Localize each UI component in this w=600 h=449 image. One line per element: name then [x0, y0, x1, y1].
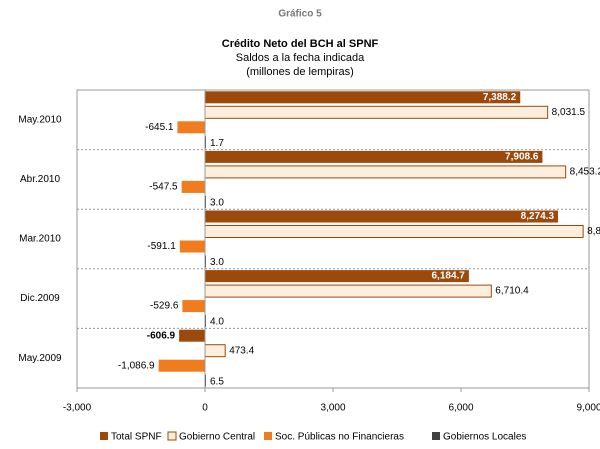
x-tick-label: -3,000: [63, 403, 92, 414]
chart-subtitle: (millones de lempiras): [246, 66, 354, 78]
x-tick-label: 9,000: [576, 403, 600, 414]
y-tick-label: May.2010: [18, 114, 62, 125]
y-tick-label: Abr.2010: [20, 174, 60, 185]
data-label: 8,031.5: [552, 107, 586, 118]
data-label: 4.0: [210, 317, 224, 328]
data-label: 3.0: [210, 257, 224, 268]
data-label: -1,086.9: [118, 360, 155, 371]
x-tick-label: 0: [202, 403, 208, 414]
legend-swatch: [167, 431, 177, 441]
y-tick-label: Mar.2010: [19, 234, 61, 245]
bar: [205, 270, 469, 283]
bar: [205, 91, 521, 104]
x-tick-label: 3,000: [320, 403, 345, 414]
bar: [205, 210, 559, 223]
data-label: 6,710.4: [495, 286, 529, 297]
data-label: 7,388.2: [483, 92, 517, 103]
data-label: -645.1: [145, 122, 174, 133]
legend-label: Total SPNF: [111, 432, 162, 443]
bar: [204, 165, 567, 179]
chart-supertitle: Gráfico 5: [278, 9, 322, 20]
bar: [205, 150, 543, 163]
bar: [204, 344, 226, 358]
bar: [158, 359, 205, 372]
x-tick-label: 6,000: [448, 403, 473, 414]
data-label: 1.7: [210, 138, 224, 149]
data-label: 7,908.6: [505, 152, 539, 163]
bar: [177, 121, 205, 134]
y-tick-label: May.2009: [18, 353, 62, 364]
bar: [204, 225, 584, 238]
chart-title: Crédito Neto del BCH al SPNF: [222, 38, 379, 50]
legend-swatch: [100, 432, 108, 440]
legend-label: Gobiernos Locales: [443, 432, 526, 443]
legend-label: Gobierno Central: [179, 432, 255, 443]
bar: [204, 105, 549, 119]
bar: [204, 284, 492, 298]
data-label: 6.5: [210, 376, 224, 387]
data-label: 6,184.7: [432, 271, 466, 282]
data-label: -591.1: [147, 241, 176, 252]
data-label: 473.4: [229, 345, 254, 356]
legend-swatch: [432, 432, 440, 440]
bar: [179, 240, 205, 253]
data-label: 8,862.4: [587, 226, 600, 237]
data-label: -547.5: [149, 182, 178, 193]
bar: [179, 329, 205, 342]
data-label: 8,453.2: [570, 167, 600, 178]
legend-swatch: [264, 432, 272, 440]
data-label: -529.6: [150, 301, 179, 312]
plot-frame: [76, 89, 590, 389]
chart-subtitle: Saldos a la fecha indicada: [236, 52, 365, 64]
data-label: 8,274.3: [521, 211, 555, 222]
y-tick-label: Dic.2009: [20, 293, 60, 304]
data-label: 3.0: [210, 198, 224, 209]
data-label: -606.9: [147, 330, 176, 341]
bar: [182, 300, 205, 313]
bar: [181, 180, 205, 193]
legend-label: Soc. Públicas no Financieras: [275, 432, 404, 443]
